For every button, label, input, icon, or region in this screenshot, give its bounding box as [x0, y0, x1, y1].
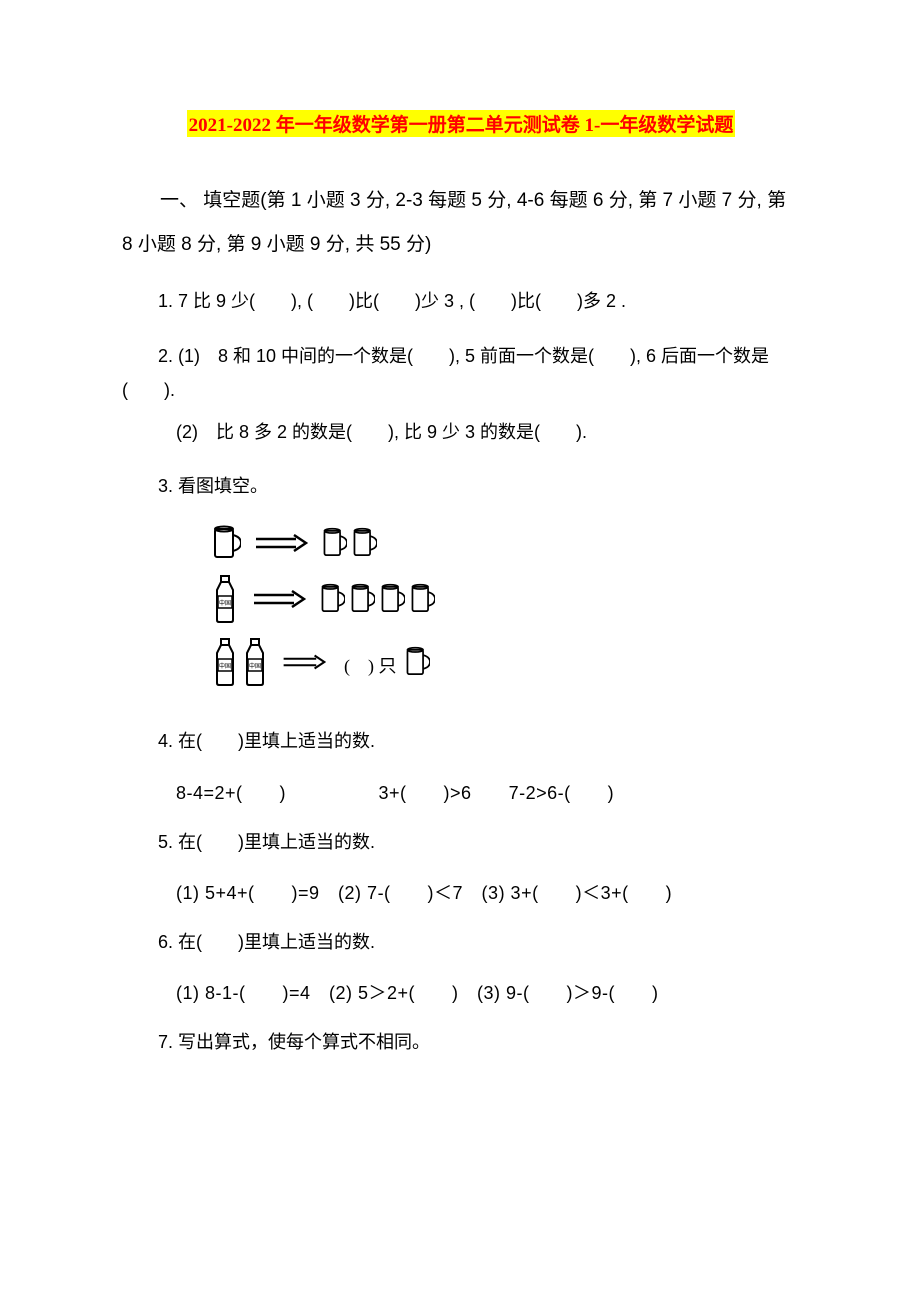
cup-icon: [211, 525, 241, 566]
svg-text:中国: 中国: [249, 662, 261, 670]
svg-text:中国: 中国: [219, 662, 231, 670]
arrow-icon: [282, 653, 326, 676]
bottle-icon: 中国: [211, 574, 239, 629]
question-5: 5. 在( )里填上适当的数.: [122, 825, 800, 859]
question-4-expr: 8-4=2+( ) 3+( )>6 7-2>6-( ): [176, 779, 800, 805]
arrow-icon: [252, 590, 306, 613]
cup-icon: [351, 527, 377, 564]
question-6-expr: (1) 8-1-( )=4 (2) 5＞2+( ) (3) 9-( )＞9-( …: [176, 979, 800, 1005]
question-2-2: (2) 比 8 多 2 的数是( ), 比 9 少 3 的数是( ).: [122, 415, 800, 449]
figure-container: 中国 中国 中国 ( ) 只: [210, 525, 800, 692]
cup-icon: [379, 583, 405, 620]
cup-icon: [404, 646, 430, 683]
cup-icon: [409, 583, 435, 620]
fill-blank-text: ( ) 只: [344, 652, 397, 678]
question-7: 7. 写出算式，使每个算式不相同。: [122, 1025, 800, 1059]
bottle-icon: 中国: [241, 637, 269, 692]
section-header: 一、 填空题(第 1 小题 3 分, 2-3 每题 5 分, 4-6 每题 6 …: [122, 179, 800, 266]
figure-row-2: 中国: [210, 574, 800, 629]
cup-icon: [319, 583, 345, 620]
arrow-icon: [254, 534, 308, 557]
cup-icon: [349, 583, 375, 620]
question-3: 3. 看图填空。: [122, 469, 800, 503]
figure-row-1: [210, 525, 800, 566]
question-6: 6. 在( )里填上适当的数.: [122, 925, 800, 959]
figure-row-3: 中国 中国 ( ) 只: [210, 637, 800, 692]
svg-text:中国: 中国: [219, 599, 231, 607]
page-title: 2021-2022 年一年级数学第一册第二单元测试卷 1-一年级数学试题: [187, 110, 736, 137]
question-5-expr: (1) 5+4+( )=9 (2) 7-( )＜7 (3) 3+( )＜3+( …: [176, 879, 800, 905]
question-4: 4. 在( )里填上适当的数.: [122, 724, 800, 758]
cup-icon: [321, 527, 347, 564]
question-1: 1. 7 比 9 少( ), ( )比( )少 3 , ( )比( )多 2 .: [122, 284, 800, 318]
question-2-1: 2. (1) 8 和 10 中间的一个数是( ), 5 前面一个数是( ), 6…: [122, 339, 800, 407]
bottle-icon: 中国: [211, 637, 239, 692]
